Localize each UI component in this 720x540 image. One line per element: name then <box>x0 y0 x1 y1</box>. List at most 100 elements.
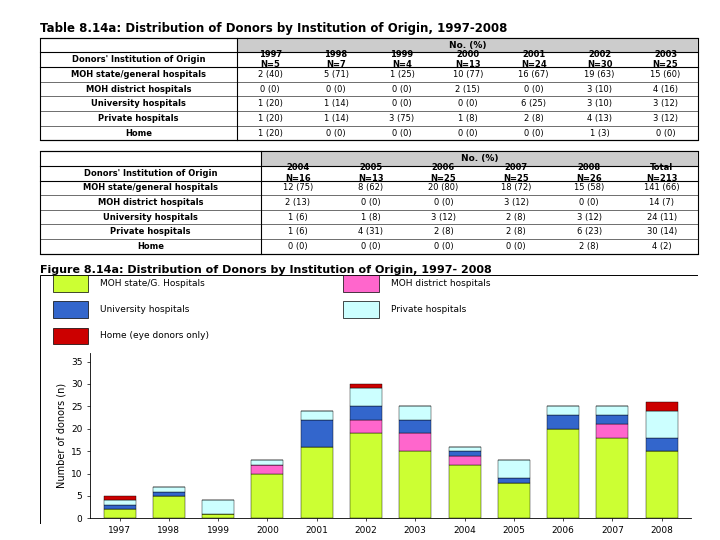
Text: 2 (8): 2 (8) <box>580 242 599 251</box>
Text: 3 (10): 3 (10) <box>587 85 612 93</box>
Bar <box>596 438 629 518</box>
Bar <box>646 438 678 451</box>
Bar <box>53 328 89 344</box>
Text: 0 (0): 0 (0) <box>288 242 307 251</box>
Text: 2004
N=16: 2004 N=16 <box>285 164 310 183</box>
Bar <box>251 474 284 518</box>
Text: 2008
N=26: 2008 N=26 <box>576 164 602 183</box>
Bar <box>153 496 185 518</box>
Text: Donors' Institution of Origin: Donors' Institution of Origin <box>72 55 205 64</box>
Bar <box>53 275 89 292</box>
Text: 1 (6): 1 (6) <box>288 227 307 237</box>
Text: No. (%): No. (%) <box>449 40 487 50</box>
Text: Table 8.14a: Distribution of Donors by Institution of Origin, 1997-2008: Table 8.14a: Distribution of Donors by I… <box>40 22 507 35</box>
Bar <box>53 301 89 318</box>
Text: 15 (60): 15 (60) <box>650 70 680 79</box>
Text: 1998
N=7: 1998 N=7 <box>325 50 348 70</box>
Text: 0 (0): 0 (0) <box>580 198 599 207</box>
Text: Home: Home <box>137 242 164 251</box>
Bar <box>596 407 629 415</box>
Text: 1 (20): 1 (20) <box>258 99 283 108</box>
Text: 3 (12): 3 (12) <box>577 213 602 221</box>
Text: 30 (14): 30 (14) <box>647 227 677 237</box>
Text: 5 (71): 5 (71) <box>323 70 348 79</box>
Text: 2 (8): 2 (8) <box>506 213 526 221</box>
Bar <box>399 420 431 433</box>
Text: 0 (0): 0 (0) <box>458 99 477 108</box>
Bar <box>350 384 382 388</box>
Text: 1 (8): 1 (8) <box>361 213 380 221</box>
Text: 2003
N=25: 2003 N=25 <box>652 50 678 70</box>
Bar <box>498 460 530 478</box>
Text: 1999
N=4: 1999 N=4 <box>390 50 413 70</box>
Text: 1 (14): 1 (14) <box>323 99 348 108</box>
Text: 2 (8): 2 (8) <box>506 227 526 237</box>
Bar <box>261 151 698 166</box>
Bar <box>498 483 530 518</box>
Text: 1 (20): 1 (20) <box>258 114 283 123</box>
Text: 2000
N=13: 2000 N=13 <box>455 50 481 70</box>
Text: 0 (0): 0 (0) <box>261 85 280 93</box>
Text: 0 (0): 0 (0) <box>392 85 412 93</box>
Bar <box>104 496 135 501</box>
Text: 3 (10): 3 (10) <box>587 99 612 108</box>
Bar <box>202 514 234 518</box>
Text: 2002
N=30: 2002 N=30 <box>587 50 612 70</box>
Bar <box>547 415 579 429</box>
Text: 2005
N=13: 2005 N=13 <box>358 164 383 183</box>
Text: 1 (8): 1 (8) <box>458 114 477 123</box>
Text: University hospitals: University hospitals <box>103 213 198 221</box>
Text: Donors' Institution of Origin: Donors' Institution of Origin <box>84 168 217 178</box>
Text: MOH state/general hospitals: MOH state/general hospitals <box>71 70 206 79</box>
Bar <box>449 451 480 456</box>
Text: Private hospitals: Private hospitals <box>98 114 179 123</box>
Bar <box>301 411 333 420</box>
Bar <box>399 433 431 451</box>
Text: 14 (7): 14 (7) <box>649 198 675 207</box>
Text: Total
N=213: Total N=213 <box>647 164 678 183</box>
Text: 3 (12): 3 (12) <box>653 99 678 108</box>
Text: 1 (14): 1 (14) <box>323 114 348 123</box>
Text: 1 (20): 1 (20) <box>258 129 283 138</box>
Bar <box>104 501 135 505</box>
Text: 0 (0): 0 (0) <box>656 129 675 138</box>
Bar <box>202 501 234 514</box>
Text: Private hospitals: Private hospitals <box>391 305 466 314</box>
Text: 1 (3): 1 (3) <box>590 129 609 138</box>
Text: 0 (0): 0 (0) <box>433 198 454 207</box>
Text: 4 (16): 4 (16) <box>653 85 678 93</box>
Bar <box>153 491 185 496</box>
Text: MOH state/G. Hospitals: MOH state/G. Hospitals <box>100 279 205 288</box>
Text: 3 (75): 3 (75) <box>390 114 415 123</box>
Text: 0 (0): 0 (0) <box>506 242 526 251</box>
Text: 141 (66): 141 (66) <box>644 184 680 192</box>
Bar <box>301 447 333 518</box>
Text: 0 (0): 0 (0) <box>361 242 380 251</box>
Text: 2001
N=24: 2001 N=24 <box>521 50 546 70</box>
Bar <box>646 451 678 518</box>
Text: Home (eye donors only): Home (eye donors only) <box>100 331 210 340</box>
Bar <box>399 407 431 420</box>
Text: 0 (0): 0 (0) <box>392 129 412 138</box>
Bar <box>449 447 480 451</box>
Text: 1997
N=5: 1997 N=5 <box>258 50 282 70</box>
Bar <box>350 388 382 407</box>
Bar <box>547 429 579 518</box>
Text: University hospitals: University hospitals <box>91 99 186 108</box>
Text: Home: Home <box>125 129 152 138</box>
Text: MOH district hospitals: MOH district hospitals <box>391 279 490 288</box>
Bar <box>596 424 629 438</box>
Bar <box>350 433 382 518</box>
Text: 0 (0): 0 (0) <box>458 129 477 138</box>
Bar <box>449 464 480 518</box>
Text: 8 (62): 8 (62) <box>358 184 383 192</box>
Text: 2 (13): 2 (13) <box>285 198 310 207</box>
Bar <box>596 415 629 424</box>
Bar <box>153 487 185 491</box>
Text: 3 (12): 3 (12) <box>653 114 678 123</box>
Text: 0 (0): 0 (0) <box>326 129 346 138</box>
Bar <box>646 411 678 438</box>
Bar <box>646 402 678 411</box>
Text: 2 (40): 2 (40) <box>258 70 283 79</box>
Text: MOH district hospitals: MOH district hospitals <box>86 85 192 93</box>
